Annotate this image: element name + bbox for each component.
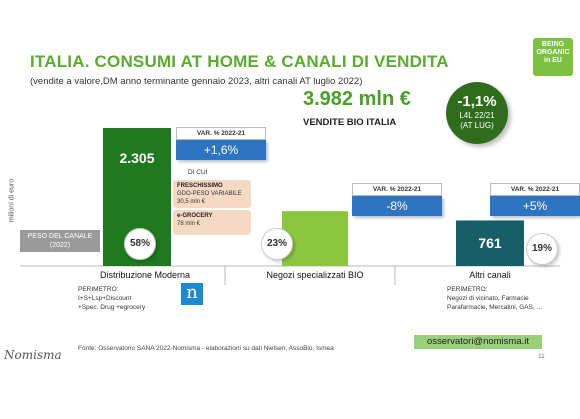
freschissimo-box: FRESCHISSIMO GDO-PESO VARIABILE 30,5 mln… — [173, 180, 251, 208]
nielsen-icon: n — [181, 283, 203, 305]
variation-box-distribuzione: VAR. % 2022-21 +1,6% — [176, 127, 266, 160]
page-subtitle: (vendite a valore,DM anno terminante gen… — [30, 76, 363, 87]
category-label-distribuzione: Distribuzione Moderna — [99, 270, 191, 280]
perimeter-line: Parafarmacie, Mercatini, GAS, ... — [447, 304, 543, 311]
variation-header: VAR. % 2022-21 — [490, 183, 580, 196]
freschissimo-line2: 30,5 mln € — [177, 199, 206, 205]
variation-box-altri: VAR. % 2022-21 +5% — [490, 183, 580, 216]
variation-header: VAR. % 2022-21 — [176, 127, 266, 140]
bar-value-altri: 761 — [478, 235, 502, 251]
perimeter-line: Negozi di vicinato, Farmacie — [447, 295, 529, 302]
egrocery-box: e-GROCERY 78 mln € — [173, 210, 251, 235]
variation-header: VAR. % 2022-21 — [352, 183, 442, 196]
variation-value: -8% — [352, 196, 442, 216]
bar-altri — [456, 220, 524, 266]
category-label-altri: Altri canali — [469, 270, 511, 280]
total-change-value: -1,1% — [457, 93, 497, 110]
bar-negozi — [282, 211, 348, 266]
egrocery-title: e-GROCERY — [177, 213, 213, 219]
being-organic-logo: BEING ORGANIC in EU — [533, 38, 573, 76]
perimeter-line: I+S+Lsp+Discount — [78, 295, 132, 302]
total-change-badge: -1,1% L4L 22/21 (AT LUG) — [446, 82, 508, 144]
total-change-label-1: L4L 22/21 — [459, 111, 495, 120]
total-change-label-2: (AT LUG) — [460, 121, 494, 130]
category-label-negozi: Negozi specializzati BIO — [266, 270, 364, 280]
nomisma-logo: Nomisma — [4, 348, 62, 362]
variation-value: +5% — [490, 196, 580, 216]
perimeter-line: +Spec. Drug +egrocery — [78, 304, 146, 311]
perimeter-line: PERIMETRO: — [78, 286, 119, 293]
freschissimo-line1: GDO-PESO VARIABILE — [177, 191, 242, 197]
total-value: 3.982 mln € — [303, 88, 411, 110]
share-altri: 19% — [526, 233, 558, 265]
page-number: 11 — [538, 353, 545, 360]
source-note: Fonte: Osservatorio SANA 2022-Nomisma - … — [78, 345, 334, 352]
page-title: ITALIA. CONSUMI AT HOME & CANALI DI VEND… — [30, 52, 449, 71]
share-distribuzione: 58% — [124, 228, 156, 260]
perimeter-distribuzione: PERIMETRO: I+S+Lsp+Discount +Spec. Drug … — [78, 285, 145, 312]
perimeter-altri: PERIMETRO: Negozi di vicinato, Farmacie … — [447, 285, 542, 312]
variation-value: +1,6% — [176, 140, 266, 160]
egrocery-line: 78 mln € — [177, 221, 201, 227]
share-negozi: 23% — [261, 228, 293, 260]
variation-box-negozi: VAR. % 2022-21 -8% — [352, 183, 442, 216]
freschissimo-title: FRESCHISSIMO — [177, 183, 223, 189]
di-cui-label: DI CUI — [188, 169, 208, 176]
total-label: VENDITE BIO ITALIA — [303, 117, 397, 128]
peso-canale-label: PESO DEL CANALE (2022) — [20, 230, 100, 252]
perimeter-line: PERIMETRO: — [447, 286, 488, 293]
bar-value-negozi: 916 — [303, 198, 327, 214]
contact-email[interactable]: osservatori@nomisma.it — [414, 335, 542, 349]
bar-value-distribuzione: 2.305 — [119, 150, 155, 166]
